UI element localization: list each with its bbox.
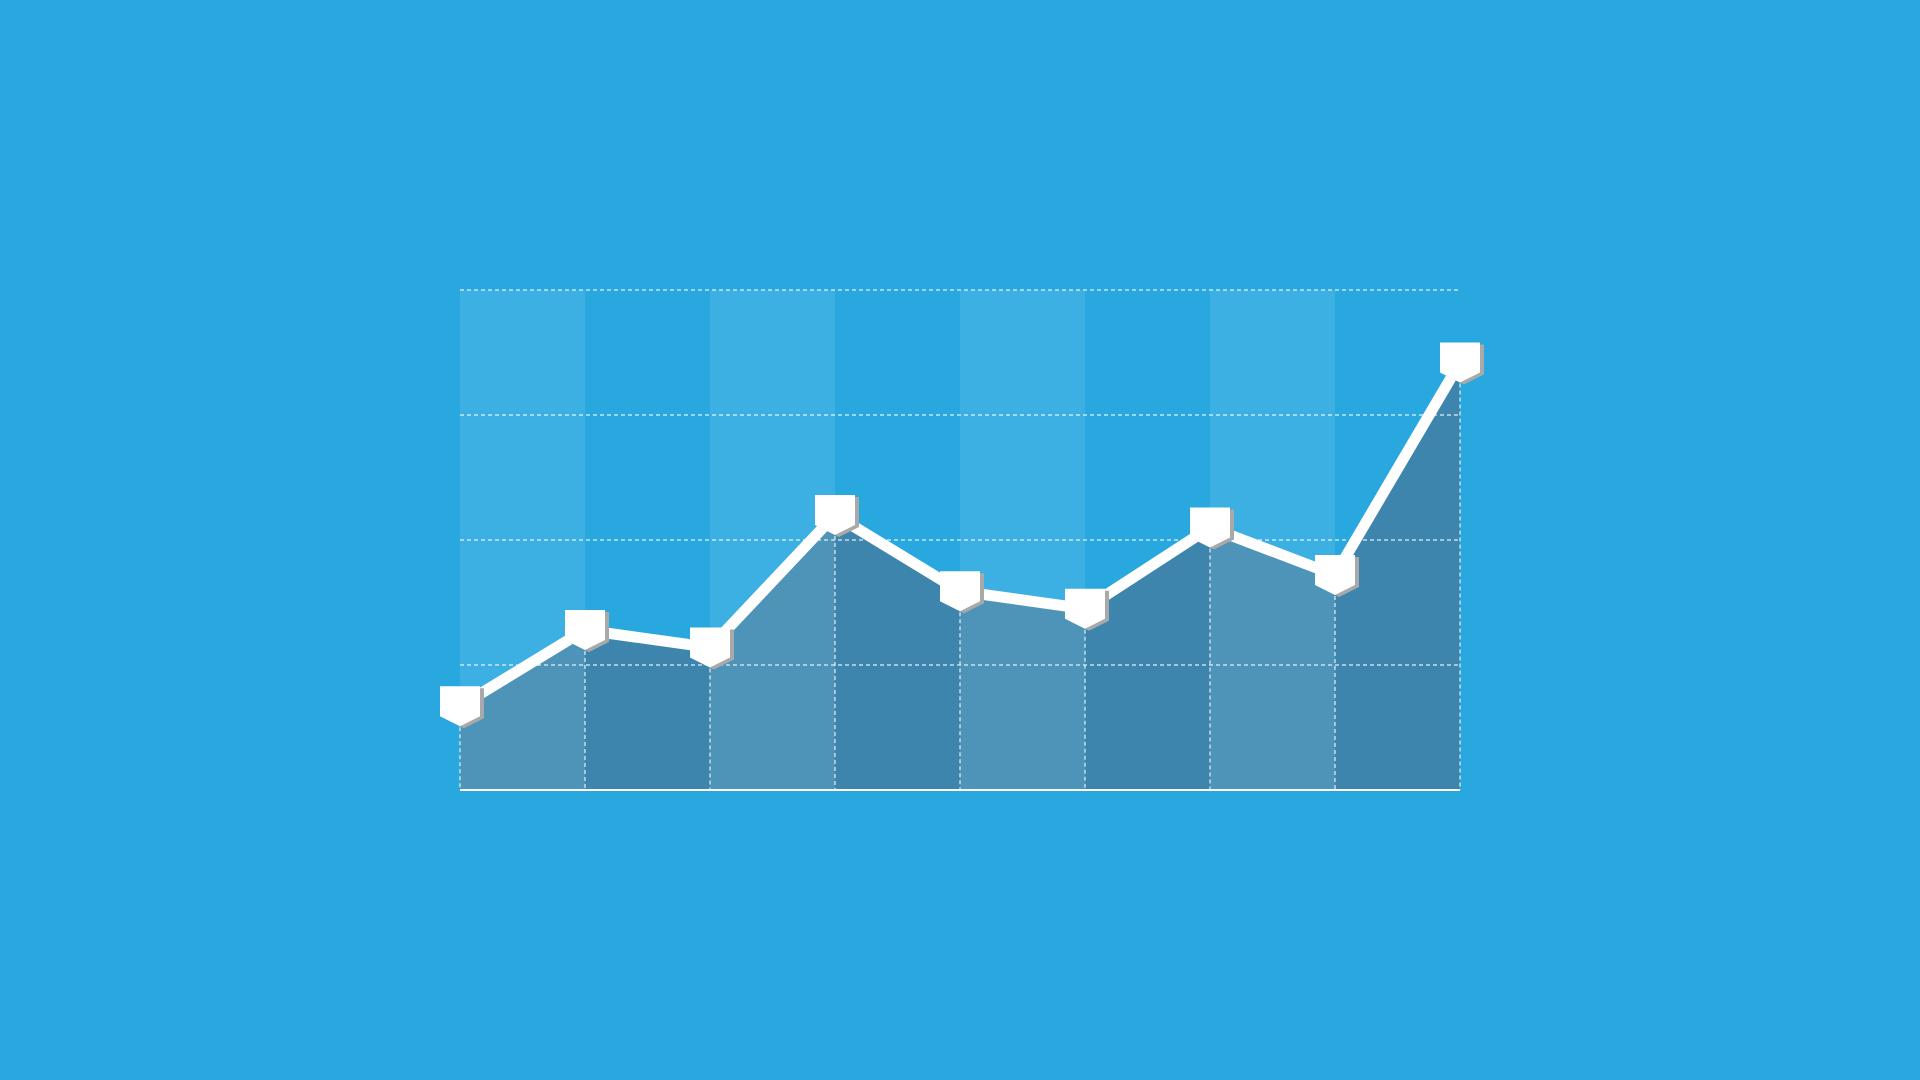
area-segment — [710, 515, 835, 790]
data-point — [690, 627, 734, 670]
data-point — [1065, 588, 1109, 631]
data-point-marker — [440, 686, 480, 727]
data-point-marker — [940, 571, 980, 612]
area-segment — [460, 630, 585, 790]
area-segment — [835, 515, 960, 790]
data-point-marker — [565, 610, 605, 650]
data-markers — [440, 342, 1484, 729]
area-segment — [1335, 362, 1460, 790]
data-point-marker — [815, 495, 855, 535]
data-point — [1440, 342, 1484, 385]
area-segment — [1210, 527, 1335, 790]
data-point — [440, 686, 484, 729]
data-point — [1190, 507, 1234, 550]
data-point-marker — [1315, 555, 1355, 595]
data-point — [565, 610, 609, 652]
area-segment — [960, 591, 1085, 790]
data-point-marker — [1065, 588, 1105, 629]
data-point-marker — [1190, 507, 1230, 548]
data-point — [815, 495, 859, 537]
data-point-marker — [1440, 342, 1480, 383]
data-point — [1315, 555, 1359, 597]
grid-lines — [459, 289, 1461, 790]
data-point — [940, 571, 984, 614]
data-point-marker — [690, 627, 730, 668]
area-segment — [585, 630, 710, 790]
